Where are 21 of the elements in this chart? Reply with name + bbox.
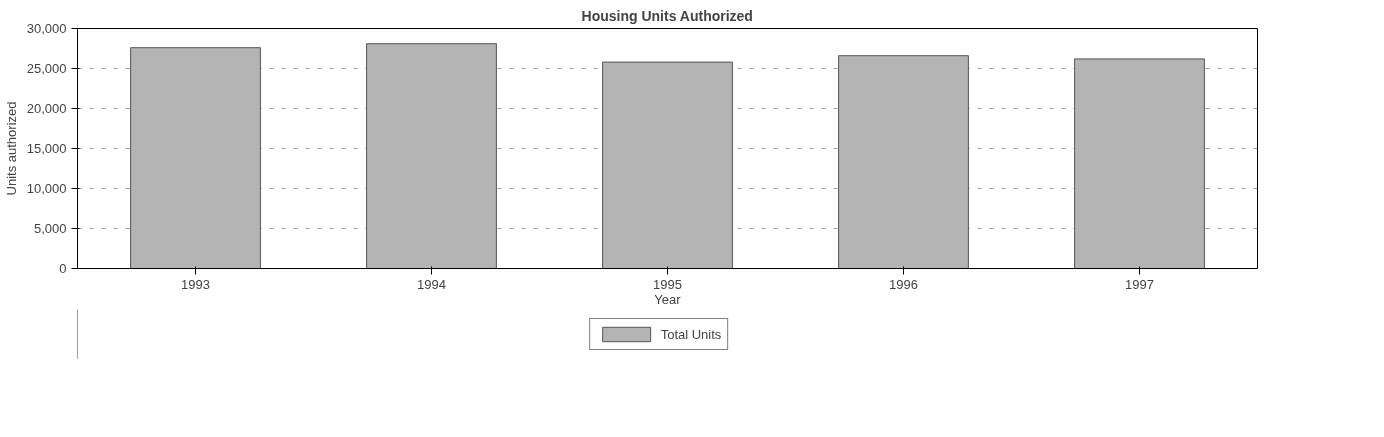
x-tick-label: 1994	[417, 276, 446, 292]
y-tick-label: 20,000	[26, 101, 67, 116]
bar	[366, 43, 497, 269]
bar	[130, 47, 261, 269]
y-tick-label: 25,000	[26, 61, 67, 76]
y-axis-title: Units authorized	[3, 101, 19, 196]
bar	[602, 61, 733, 269]
y-tick-label: 15,000	[26, 141, 67, 156]
x-tick-label: 1993	[181, 276, 210, 292]
y-tick-label: 5,000	[33, 221, 67, 236]
x-axis-title: Year	[654, 291, 682, 307]
y-tick-label: 0	[59, 261, 67, 276]
y-tick-label: 30,000	[26, 21, 67, 36]
y-tick-label: 10,000	[26, 181, 67, 196]
x-tick-label: 1996	[889, 276, 918, 292]
legend-label: Total Units	[660, 326, 722, 342]
chart-title: Housing Units Authorized	[581, 7, 753, 24]
bar	[838, 55, 969, 269]
x-tick-label: 1995	[653, 276, 682, 292]
bar	[1074, 58, 1205, 269]
x-tick-label: 1997	[1125, 276, 1154, 292]
